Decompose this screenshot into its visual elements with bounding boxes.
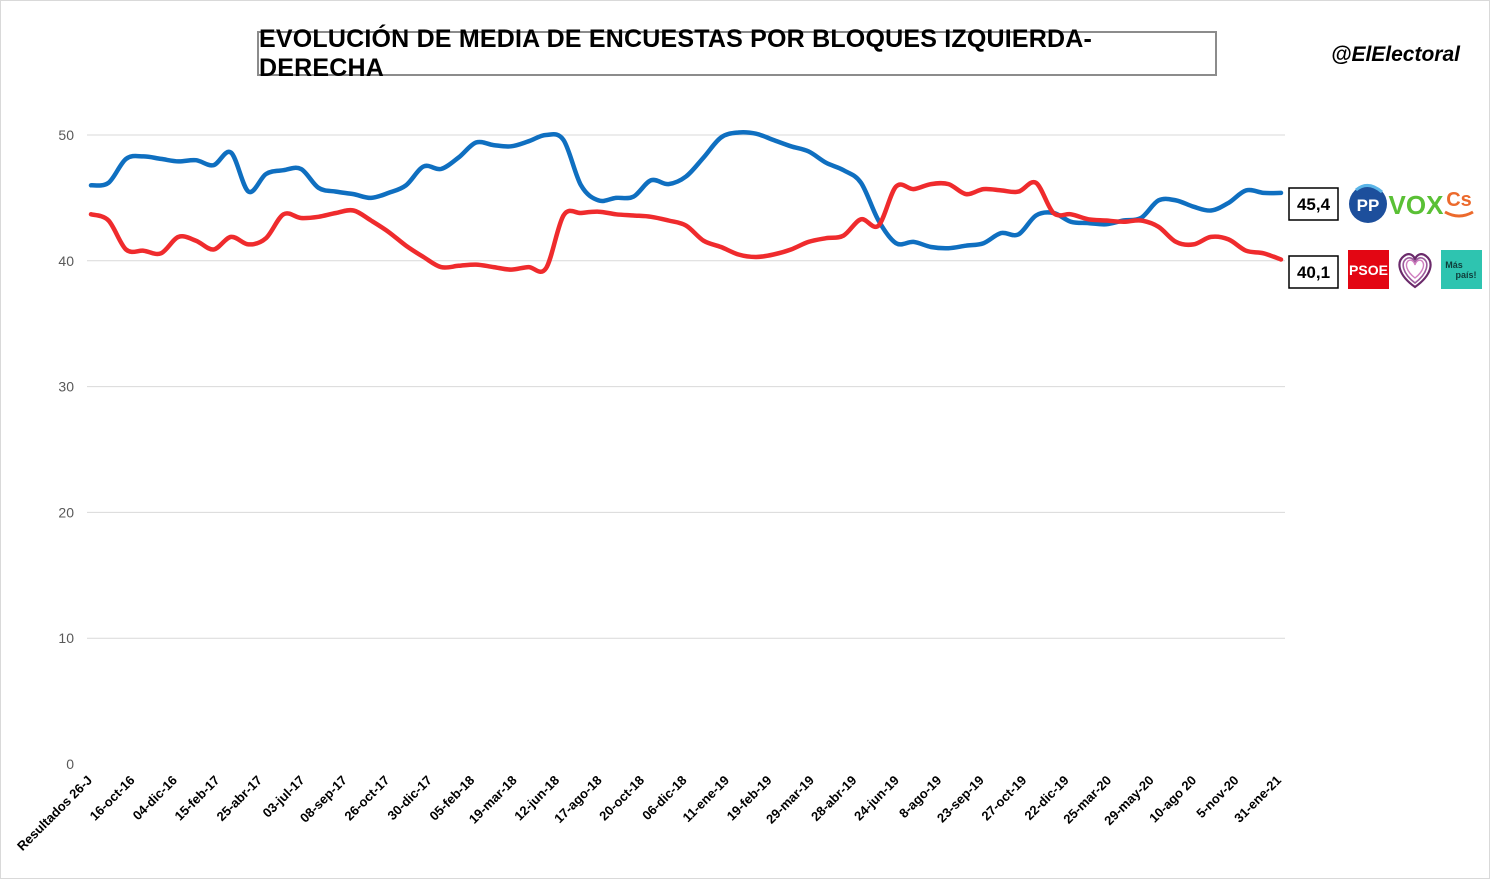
vox-logo-text: VOX xyxy=(1389,190,1445,220)
x-tick-label: 24-jun-19 xyxy=(851,773,902,824)
y-tick-label: 40 xyxy=(58,253,74,269)
gridlines xyxy=(87,134,1285,639)
x-tick-label: 04-dic-16 xyxy=(130,773,180,823)
y-tick-label: 0 xyxy=(66,756,74,772)
cs-logo-text: Cs xyxy=(1446,189,1472,211)
x-tick-label: Resultados 26-J xyxy=(14,773,95,854)
x-tick-label: 08-sep-17 xyxy=(297,773,350,826)
psoe-logo: PSOE xyxy=(1348,250,1389,289)
mas-pais-logo-text-2: país! xyxy=(1455,270,1476,280)
x-tick-label: 10-ago 20 xyxy=(1146,773,1199,826)
x-tick-label: 28-abr-19 xyxy=(808,773,859,824)
right-bloc-end-value: 45,4 xyxy=(1297,195,1331,214)
chart-title: EVOLUCIÓN DE MEDIA DE ENCUESTAS POR BLOQ… xyxy=(259,24,1093,82)
cs-logo: Cs xyxy=(1444,189,1474,218)
x-tick-label: 25-abr-17 xyxy=(213,773,264,824)
vox-logo: VOX xyxy=(1389,190,1445,220)
x-tick-label: 26-oct-17 xyxy=(341,773,392,824)
psoe-logo-text: PSOE xyxy=(1349,262,1388,278)
pp-logo: PP xyxy=(1349,184,1387,223)
x-tick-label: 20-oct-18 xyxy=(596,773,647,824)
mas-pais-logo-text-1: Más xyxy=(1445,260,1463,270)
y-tick-label: 30 xyxy=(58,379,74,395)
x-tick-label: 30-dic-17 xyxy=(384,773,434,823)
x-tick-label: 31-ene-21 xyxy=(1231,773,1284,826)
pp-logo-text: PP xyxy=(1357,196,1380,215)
x-tick-label: 23-sep-19 xyxy=(934,773,987,826)
y-tick-label: 10 xyxy=(58,630,74,646)
left-bloc-line xyxy=(88,179,1284,274)
right-bloc-line xyxy=(88,130,1284,251)
left-bloc-end-value: 40,1 xyxy=(1297,263,1330,282)
x-axis-ticks: Resultados 26-J16-oct-1604-dic-1615-feb-… xyxy=(14,773,1284,854)
chart-title-box: EVOLUCIÓN DE MEDIA DE ENCUESTAS POR BLOQ… xyxy=(257,25,1217,82)
right-bloc-end-label: 45,4 xyxy=(1288,187,1339,221)
y-axis-ticks: 0 10 20 30 40 50 xyxy=(58,127,74,772)
x-tick-label: 11-ene-19 xyxy=(680,773,733,826)
x-tick-label: 16-oct-16 xyxy=(87,773,138,824)
podemos-logo xyxy=(1398,253,1432,289)
y-tick-label: 50 xyxy=(58,127,74,143)
y-tick-label: 20 xyxy=(58,504,74,520)
author-handle: @ElElectoral xyxy=(1330,43,1460,66)
left-bloc-end-label: 40,1 xyxy=(1288,255,1339,289)
x-tick-label: 27-oct-19 xyxy=(978,773,1029,824)
series-lines xyxy=(88,130,1284,274)
mas-pais-logo: Más país! xyxy=(1441,250,1482,289)
